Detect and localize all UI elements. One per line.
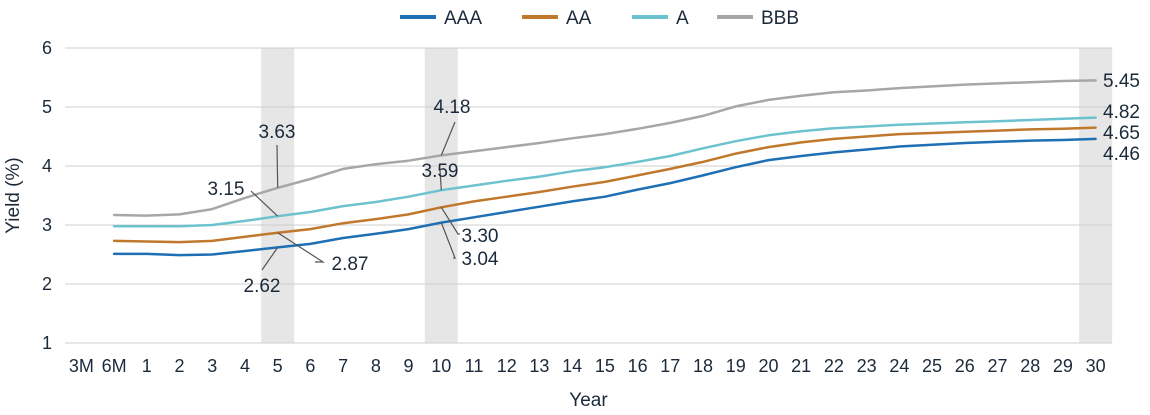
x-tick-label: 3M [69,356,94,376]
y-tick-label: 4 [42,156,52,176]
x-tick-label: 12 [497,356,517,376]
annotation-label-a-5: 3.15 [208,179,245,200]
y-tick-label: 6 [42,38,52,58]
annotation-label-bbb-30: 5.45 [1103,71,1140,92]
annotation-leader-a-10 [439,169,442,191]
x-tick-label: 29 [1053,356,1073,376]
highlight-band-5 [261,48,295,343]
x-tick-label: 26 [955,356,975,376]
y-axis-title: Yield (%) [3,157,24,233]
x-tick-label: 2 [175,356,185,376]
annotation-label-aa-30: 4.65 [1103,123,1140,144]
annotation-leader-a-5 [250,190,279,217]
x-tick-label: 15 [595,356,615,376]
legend: AAA AA A BBB [400,8,799,29]
legend-label-aa: AA [566,8,592,29]
annotation-leader-aaa-5 [261,247,279,271]
y-tick-label: 5 [42,97,52,117]
x-tick-label: 28 [1020,356,1040,376]
annotation-label-bbb-5: 3.63 [259,122,296,143]
annotation-labels: 3.63 3.15 2.87 2.62 4.18 3.59 3.303.04 5.45 4.82… [208,71,1140,297]
x-tick-label: 16 [628,356,648,376]
x-tick-label: 23 [857,356,877,376]
annotation-label-aa-5: 2.87 [332,254,369,275]
x-tick-label: 5 [273,356,283,376]
x-tick-label: 20 [758,356,778,376]
highlight-bands [261,48,1113,343]
y-tick-label: 3 [42,215,52,235]
x-tick-label: 13 [529,356,549,376]
legend-label-bbb: BBB [761,8,799,29]
x-tick-label: 6 [305,356,315,376]
annotation-leader-aa-10 [440,206,460,235]
annotation-label-a-10: 3.59 [422,161,459,182]
x-tick-label: 24 [889,356,909,376]
x-tick-label: 22 [824,356,844,376]
x-tick-label: 30 [1086,356,1106,376]
annotation-label-a-30: 4.82 [1103,102,1140,123]
x-tick-label: 21 [791,356,811,376]
x-tick-label: 8 [371,356,381,376]
annotation-leader-aa-5 [277,232,326,263]
annotation-label-aaa-5: 2.62 [244,276,281,297]
x-tick-label: 18 [693,356,713,376]
x-tick-label: 10 [431,356,451,376]
legend-label-a: A [676,8,689,29]
annotation-leader-bbb-5 [276,144,279,188]
x-tick-label: 19 [726,356,746,376]
x-tick-label: 1 [142,356,152,376]
x-tick-label: 17 [660,356,680,376]
x-tick-label: 14 [562,356,582,376]
legend-label-aaa: AAA [444,8,482,29]
x-tick-label: 7 [338,356,348,376]
x-tick-label: 27 [987,356,1007,376]
x-tick-label: 11 [465,356,484,376]
x-axis-title: Year [569,390,608,411]
y-tick-label: 2 [42,274,52,294]
x-tick-label: 4 [240,356,250,376]
annotation-leader-bbb-10 [440,121,456,156]
x-tick-label: 3 [207,356,217,376]
x-tick-label: 6M [102,356,127,376]
y-tick-labels: 1 2 3 4 5 6 [42,38,52,353]
annotation-label-bbb-10: 4.18 [434,97,471,118]
y-tick-label: 1 [42,333,52,353]
annotation-leaders [250,121,460,271]
highlight-band-30 [1079,48,1113,343]
gridlines [65,47,1112,344]
annotation-label-aa-10: 3.30 [462,226,499,247]
annotation-label-aaa-10: 3.04 [462,249,499,270]
x-tick-label: 25 [922,356,942,376]
x-tick-labels: 3M 6M 1 2 3 4 5 6 7 8 9 10 11 12 13 14 15 16 17 18 19 20 21 22 2… [69,356,1106,376]
annotation-leader-aaa-10 [440,222,456,259]
highlight-band-10 [424,48,458,343]
x-tick-label: 9 [404,356,414,376]
annotation-label-aaa-30: 4.46 [1103,144,1140,165]
